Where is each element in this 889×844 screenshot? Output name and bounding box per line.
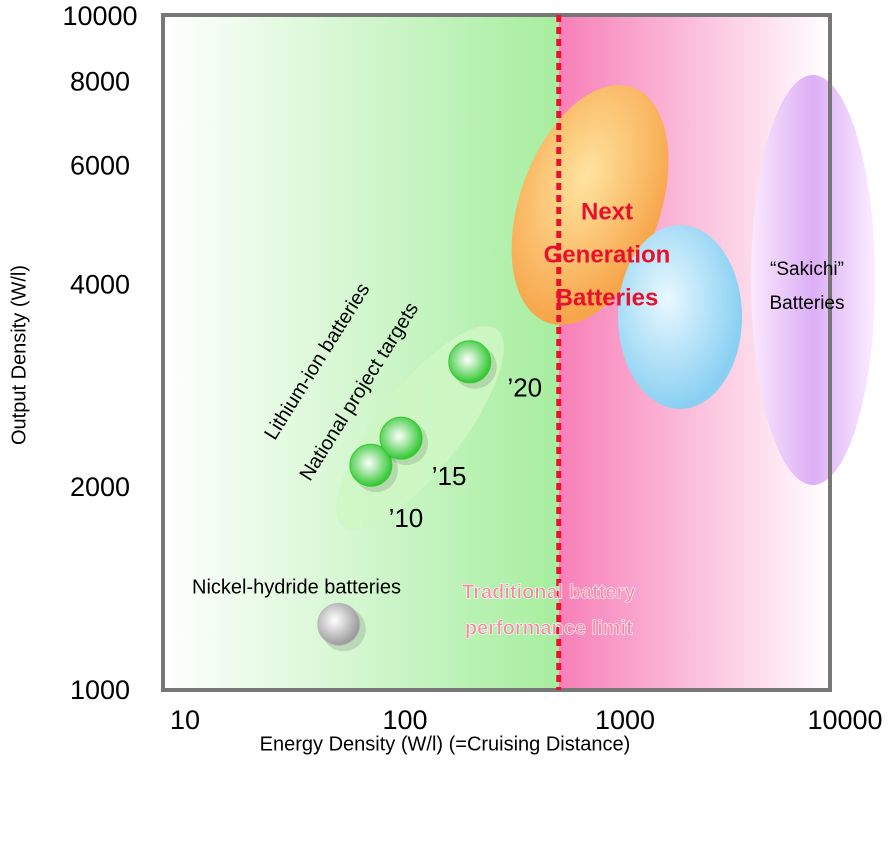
chart: Energy Density (W/l) (=Cruising Distance… [0, 0, 889, 844]
limit-label: Traditional battery [462, 581, 636, 603]
point [318, 603, 360, 645]
point-label: ’10 [389, 503, 424, 533]
x-tick-label: 10000 [807, 705, 882, 735]
y-tick-label: 8000 [70, 66, 130, 96]
y-tick-label: 6000 [70, 151, 130, 181]
y-tick-label: 10000 [62, 1, 137, 31]
series-label: Nickel-hydride batteries [192, 576, 401, 598]
next-gen-label: Generation [544, 241, 671, 268]
point-label: ’15 [432, 461, 467, 491]
x-axis-label: Energy Density (W/l) (=Cruising Distance… [260, 733, 631, 755]
x-tick-label: 10 [170, 705, 200, 735]
y-tick-label: 4000 [70, 269, 130, 299]
limit-label: performance limit [465, 617, 633, 639]
x-tick-label: 1000 [595, 705, 655, 735]
y-axis-label: Output Density (W/l) [8, 265, 30, 445]
x-tick-label: 100 [382, 705, 427, 735]
sakichi-label: Batteries [770, 293, 845, 314]
next-gen-label: Next [581, 198, 633, 225]
sakichi-label: “Sakichi” [770, 259, 844, 280]
point [449, 341, 491, 383]
y-tick-label: 1000 [70, 675, 130, 705]
point-label: ’20 [507, 373, 542, 403]
next-gen-label: Batteries [556, 284, 659, 311]
y-tick-label: 2000 [70, 472, 130, 502]
point [380, 417, 422, 459]
